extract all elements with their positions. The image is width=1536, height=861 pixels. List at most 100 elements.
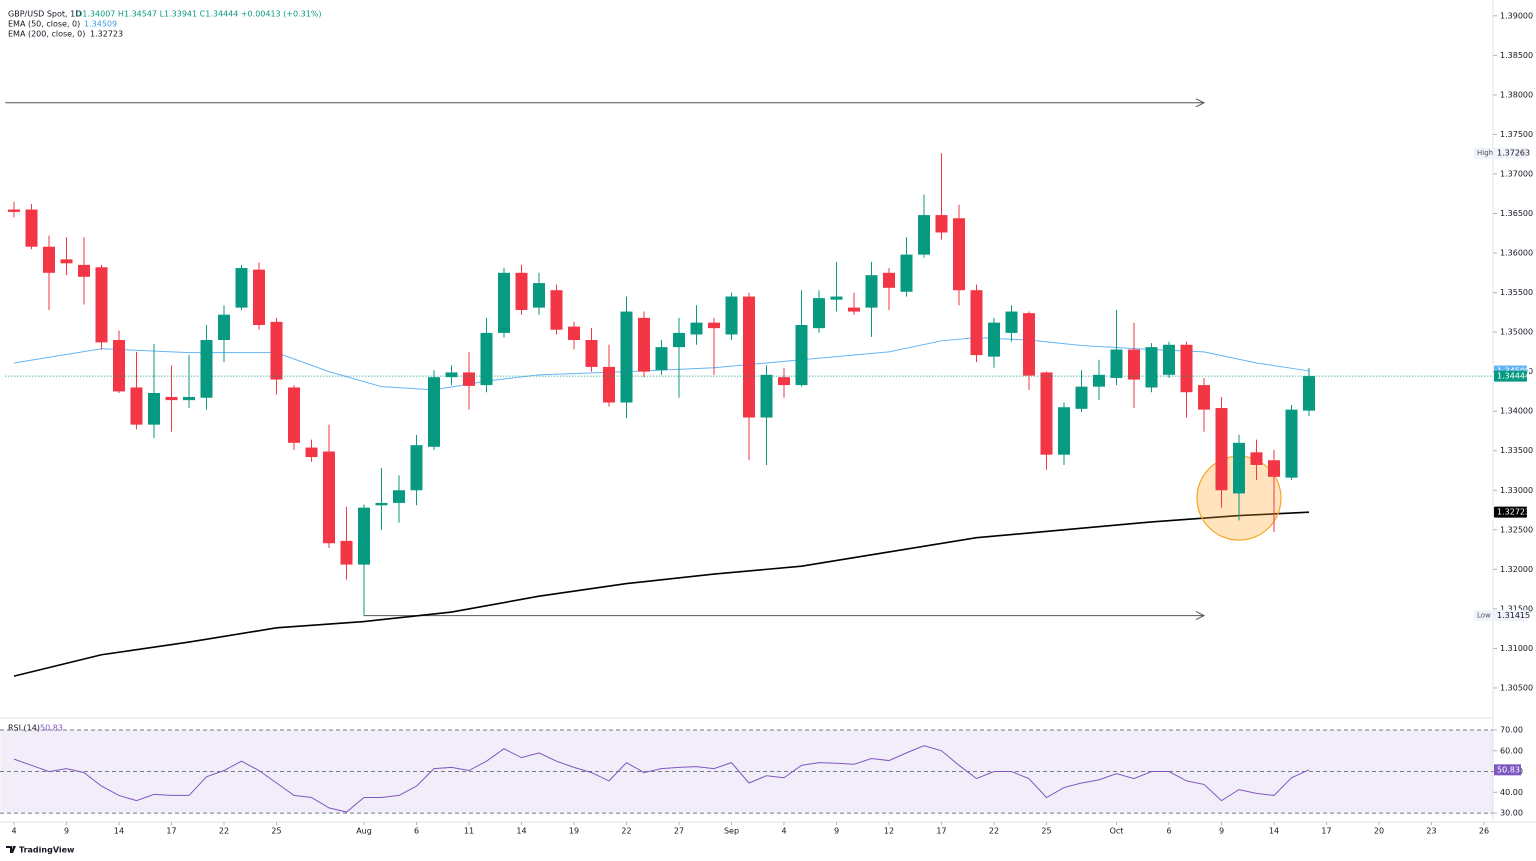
candle-body	[1198, 385, 1210, 410]
candle-body	[218, 314, 230, 341]
candle-body	[1215, 408, 1228, 491]
y-tick-label: 1.39000	[1500, 11, 1533, 20]
candle-body	[358, 507, 370, 565]
candle-body	[953, 218, 965, 291]
candle-body	[1075, 386, 1088, 409]
x-tick-label: 22	[989, 827, 999, 836]
rsi-name: RSI (14)	[8, 724, 40, 733]
candle-body	[253, 269, 265, 325]
candle-body	[1110, 349, 1123, 378]
x-tick-label: 27	[674, 827, 684, 836]
y-tick-label: 1.33000	[1500, 486, 1533, 495]
candle-body	[288, 387, 300, 443]
x-tick-label: 9	[64, 827, 69, 836]
x-tick-label: 4	[11, 827, 16, 836]
candle-body	[1005, 311, 1018, 333]
x-tick-label: Sep	[724, 827, 739, 836]
brand-logo: TradingView	[6, 846, 75, 855]
rsi-y-tick-label: 30.00	[1500, 809, 1523, 818]
x-tick-label: 17	[936, 827, 946, 836]
candle-body	[533, 283, 545, 308]
candle-body	[1058, 407, 1070, 455]
rsi-y-tick-label: 60.00	[1500, 746, 1523, 755]
candle-body	[568, 326, 580, 341]
y-tick-label: 1.37000	[1500, 169, 1533, 178]
candle-body	[708, 322, 720, 329]
x-tick-label: 26	[1479, 827, 1489, 836]
candle-body	[865, 275, 878, 308]
candle-body	[60, 259, 73, 264]
y-tick-label: 1.30500	[1500, 683, 1533, 692]
candle-body	[883, 272, 895, 288]
x-tick-label: 17	[166, 827, 176, 836]
candle-body	[778, 377, 790, 386]
candle-body	[830, 296, 843, 300]
x-tick-label: Oct	[1110, 827, 1124, 836]
candle-body	[200, 340, 213, 398]
candle-body	[638, 317, 650, 372]
x-tick-label: 23	[1426, 827, 1436, 836]
candle-body	[130, 387, 143, 425]
candle-body	[463, 372, 475, 386]
x-tick-label: 25	[271, 827, 281, 836]
y-tick-label: 1.32500	[1500, 525, 1533, 534]
candle-body	[95, 267, 108, 343]
ema200-name: EMA (200, close, 0)	[8, 30, 85, 39]
x-tick-label: 22	[219, 827, 229, 836]
candle-body	[1233, 442, 1245, 494]
candle-body	[690, 322, 703, 335]
candle-body	[8, 209, 20, 212]
candle-body	[305, 447, 318, 458]
y-tick-label: 1.36500	[1500, 209, 1533, 218]
legend: GBP/USD Spot, 1D O1.34007 H1.34547 L1.33…	[8, 10, 322, 733]
candle-body	[340, 540, 353, 565]
candle-body	[760, 374, 773, 418]
candle-body	[1163, 344, 1175, 375]
candle-body	[655, 347, 668, 371]
candle-body	[1023, 313, 1035, 376]
candle-body	[410, 445, 423, 491]
candle-body	[25, 209, 38, 247]
ohlc-text: O1.34007 H1.34547 L1.33941 C1.34444 +0.0…	[76, 10, 322, 19]
high-value-box	[1494, 147, 1527, 159]
candle-body	[970, 290, 983, 356]
x-tick-label: 6	[1166, 827, 1171, 836]
x-tick-label: 6	[414, 827, 419, 836]
candle-body	[620, 311, 633, 403]
candle-body	[743, 296, 755, 418]
candle-body	[585, 340, 598, 367]
x-tick-label: 20	[1374, 827, 1384, 836]
y-tick-label: 1.38000	[1500, 90, 1533, 99]
high-value: 1.37263	[1497, 149, 1530, 158]
x-tick-label: Aug	[356, 827, 372, 836]
candle-body	[480, 332, 493, 386]
candle-body	[900, 254, 913, 292]
x-tick-label: 17	[1321, 827, 1331, 836]
ema200-value: 1.32723	[90, 30, 123, 39]
candle-body	[375, 502, 388, 506]
symbol-title: GBP/USD Spot, 1D	[8, 10, 81, 19]
ema200-label: 1.32723	[1497, 508, 1530, 517]
last-price-box	[1494, 370, 1527, 382]
candle-body	[515, 272, 528, 310]
low-tag-box	[1474, 610, 1493, 622]
x-tick-label: 14	[1269, 827, 1279, 836]
candle-body	[1128, 349, 1140, 380]
candle-body	[1303, 376, 1315, 411]
y-tick-label: 1.31000	[1500, 644, 1533, 653]
candle-body	[148, 393, 160, 425]
candle-body	[43, 246, 55, 273]
candle-body	[1145, 347, 1158, 388]
ema200-box	[1494, 506, 1527, 518]
y-tick-label: 1.37500	[1500, 130, 1533, 139]
candle-body	[165, 396, 178, 401]
candle-body	[1093, 374, 1105, 387]
rsi-value-label: 50.83	[1497, 765, 1520, 774]
x-tick-label: 9	[834, 827, 839, 836]
ema50-value: 1.34509	[84, 20, 117, 29]
candle-body	[935, 215, 948, 233]
candle-body	[498, 272, 510, 333]
y-tick-label: 1.36000	[1500, 249, 1533, 258]
candle-body	[183, 396, 195, 401]
